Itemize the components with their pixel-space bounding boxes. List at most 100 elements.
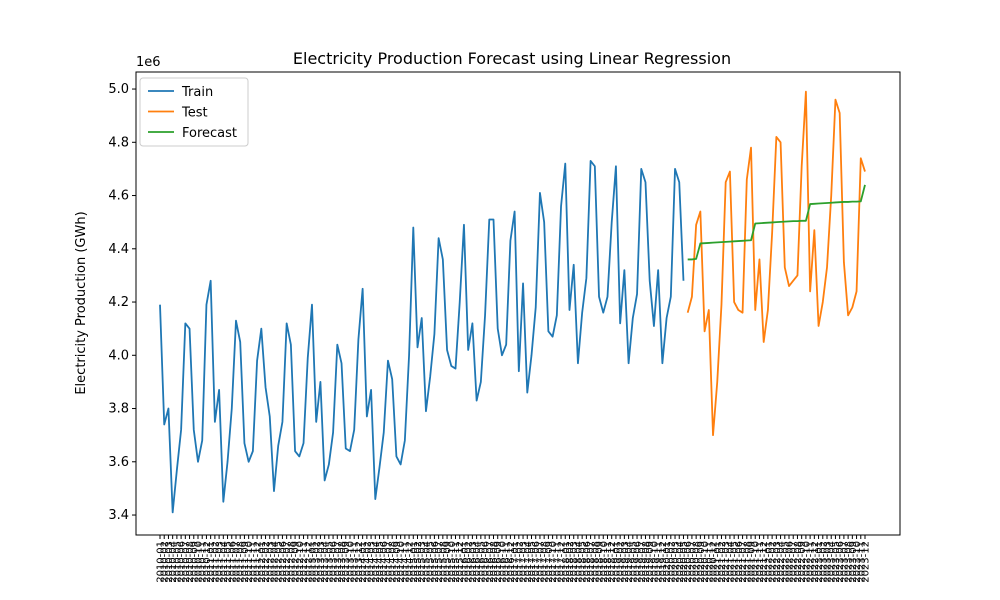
x-tick-label: 2021-10: [751, 541, 762, 583]
x-tick-label: 2015-07: [434, 541, 445, 583]
x-tick-label: 2014-05: [375, 541, 386, 583]
x-tick-label: 2014-03: [367, 541, 378, 583]
x-tick-label: 2023-07: [839, 541, 850, 583]
x-tick-label: 2015-03: [417, 541, 428, 583]
x-tick-label: 2021-08: [742, 541, 753, 583]
chart-title: Electricity Production Forecast using Li…: [293, 49, 731, 68]
x-tick-label: 2019-06: [633, 541, 644, 583]
x-tick-label: 2020-09: [696, 541, 707, 583]
x-tick-label: 2012-08: [286, 541, 297, 583]
x-tick-label: 2018-11: [603, 541, 614, 583]
x-tick-label: 2019-11: [654, 541, 665, 583]
x-tick-label: 2016-11: [502, 541, 513, 583]
x-tick-label: 2018-09: [595, 541, 606, 583]
x-tick-label: 2014-02: [362, 541, 373, 583]
x-tick-label: 2018-01: [561, 541, 572, 583]
x-tick-label: 2021-04: [725, 541, 736, 583]
x-tick-label: 2020-06: [683, 541, 694, 583]
x-tick-label: 2021-01: [713, 541, 724, 583]
x-tick-label: 2019-10: [649, 541, 660, 583]
x-tick-label: 2015-01: [409, 541, 420, 583]
x-tick-label: 2023-11: [856, 541, 867, 583]
x-tick-label: 2016-12: [506, 541, 517, 583]
legend-box: [139, 77, 249, 147]
x-tick-label: 2023-09: [848, 541, 859, 583]
y-tick-label: 4.2: [108, 295, 129, 310]
y-tick-label: 4.4: [108, 242, 129, 257]
x-tick-label: 2011-10: [244, 541, 255, 583]
x-tick-label: 2013-04: [320, 541, 331, 583]
x-tick-label: 2017-08: [540, 541, 551, 583]
x-tick-label: 2013-08: [337, 541, 348, 583]
x-tick-label: 2019-04: [624, 541, 635, 583]
y-tick-label: 3.4: [108, 508, 129, 523]
x-tick-label: 2013-05: [324, 541, 335, 583]
x-tick-label: 2011-12: [253, 541, 264, 583]
x-tick-label: 2020-04: [675, 541, 686, 583]
x-tick-label: 2022-07: [789, 541, 800, 583]
x-tick-label: 2012-12: [303, 541, 314, 583]
x-tick-label: 2017-02: [514, 541, 525, 583]
x-tick-label: 2012-06: [278, 541, 289, 583]
x-tick-label: 2014-06: [379, 541, 390, 583]
x-tick-label: 2011-04: [219, 541, 230, 583]
x-tick-label: 2010-02: [160, 541, 171, 583]
x-tick-label: 2022-08: [793, 541, 804, 583]
x-tick-label: 2016-06: [481, 541, 492, 583]
x-tick-label: 2014-04: [371, 541, 382, 583]
x-tick-label: 2020-08: [692, 541, 703, 583]
x-tick-label: 2012-03: [265, 541, 276, 583]
x-tick-label: 2017-01: [510, 541, 521, 583]
x-tick-label: 2011-01: [206, 541, 217, 583]
x-tick-label: 2021-06: [734, 541, 745, 583]
legend-label: Test: [181, 106, 208, 121]
x-tick-label: 2023-06: [835, 541, 846, 583]
x-tick-label: 2013-01: [307, 541, 318, 583]
x-tick-label: 2012-11: [299, 541, 310, 583]
x-tick-label: 2017-06: [531, 541, 542, 583]
x-tick-label: 2018-04: [573, 541, 584, 583]
y-tick-label: 3.8: [108, 402, 129, 417]
x-tick-label: 2023-12: [861, 541, 872, 583]
x-tick-label: 2019-07: [637, 541, 648, 583]
x-tick-label: 2022-06: [785, 541, 796, 583]
x-tick-label: 2023-10: [852, 541, 863, 583]
x-tick-label: 2020-05: [679, 541, 690, 583]
x-tick-label: 2017-03: [519, 541, 530, 583]
x-tick-label: 2017-04: [523, 541, 534, 583]
x-tick-label: 2019-05: [628, 541, 639, 583]
x-tick-label: 2010-01: [156, 541, 167, 583]
line-series: [159, 160, 685, 514]
x-tick-label: 2010-08: [185, 541, 196, 583]
x-tick-label: 2020-10: [700, 541, 711, 583]
x-tick-label: 2020-11: [704, 541, 715, 583]
x-tick-label: 2019-03: [620, 541, 631, 583]
line-series: [686, 90, 866, 437]
line-series: [687, 184, 866, 261]
x-tick-label: 2013-09: [341, 541, 352, 583]
x-tick-label: 2020-02: [666, 541, 677, 583]
x-tick-label: 2010-11: [198, 541, 209, 583]
x-tick-label: 2022-02: [768, 541, 779, 583]
x-tick-label: 2015-11: [451, 541, 462, 583]
x-tick-label: 2017-10: [548, 541, 559, 583]
x-tick-label: 2019-09: [645, 541, 656, 583]
x-tick-label: 2017-07: [535, 541, 546, 583]
x-tick-label: 2017-11: [552, 541, 563, 583]
x-tick-label: 2023-01: [814, 541, 825, 583]
x-tick-label: 2016-02: [464, 541, 475, 583]
x-tick-label: 2023-08: [844, 541, 855, 583]
x-tick-label: 2021-12: [759, 541, 770, 583]
x-tick-label: 2021-11: [755, 541, 766, 583]
x-tick-label: 2022-12: [810, 541, 821, 583]
x-tick-label: 2016-07: [485, 541, 496, 583]
y-tick-label: 4.6: [108, 189, 129, 204]
x-tick-label: 2011-09: [240, 541, 251, 583]
x-tick-label: 2014-10: [396, 541, 407, 583]
x-tick-label: 2021-05: [730, 541, 741, 583]
x-tick-label: 2018-12: [607, 541, 618, 583]
x-tick-label: 2011-08: [236, 541, 247, 583]
x-tick-label: 2012-04: [269, 541, 280, 583]
x-tick-label: 2010-06: [177, 541, 188, 583]
x-tick-label: 2014-07: [383, 541, 394, 583]
